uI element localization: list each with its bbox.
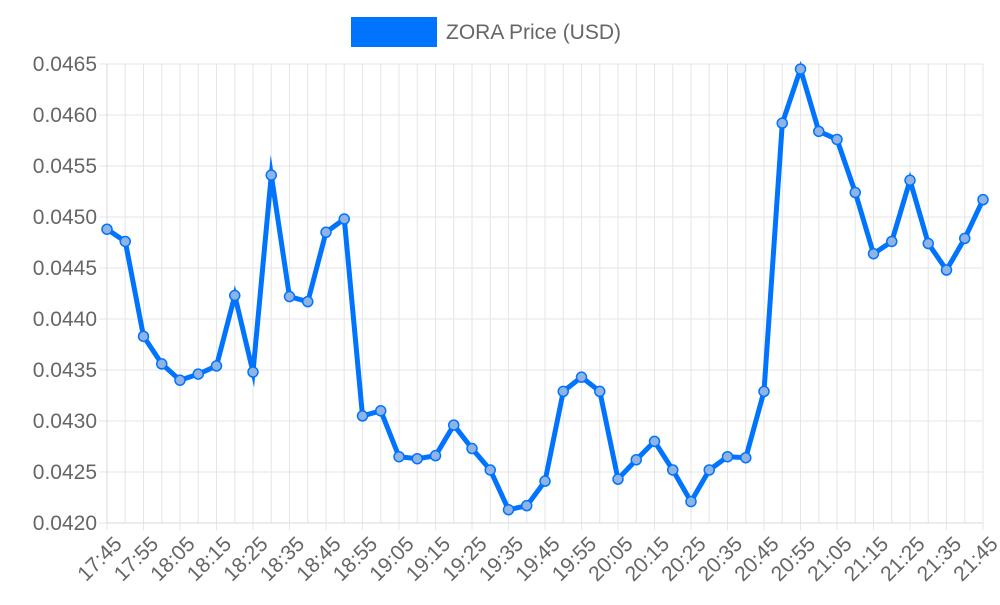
data-point[interactable] <box>320 226 332 239</box>
legend-label: ZORA Price (USD) <box>446 21 621 44</box>
data-point[interactable] <box>904 174 916 187</box>
data-point[interactable] <box>794 63 807 75</box>
data-point[interactable] <box>940 264 953 276</box>
data-point[interactable] <box>101 223 113 235</box>
data-point[interactable] <box>703 464 715 476</box>
y-axis: 0.0420 0.0425 0.0430 0.0435 0.0440 0.0445 0.04… <box>33 53 108 535</box>
data-point[interactable] <box>922 237 934 250</box>
data-point[interactable] <box>466 442 478 455</box>
y-tick-label: 0.0450 <box>33 206 97 229</box>
data-point[interactable] <box>977 193 989 206</box>
data-point[interactable] <box>174 374 186 386</box>
data-point[interactable] <box>484 464 496 476</box>
y-tick-label: 0.0465 <box>33 53 97 76</box>
data-point[interactable] <box>831 133 843 146</box>
data-point[interactable] <box>849 186 861 199</box>
data-point[interactable] <box>338 213 350 225</box>
data-point[interactable] <box>648 435 661 448</box>
data-point[interactable] <box>393 450 405 463</box>
data-point[interactable] <box>721 450 734 463</box>
y-tick-label: 0.0445 <box>33 257 97 280</box>
data-point[interactable] <box>886 235 898 248</box>
data-point[interactable] <box>685 495 697 508</box>
data-point[interactable] <box>192 368 204 380</box>
data-point[interactable] <box>667 464 679 476</box>
data-point[interactable] <box>356 410 369 422</box>
data-point[interactable] <box>156 358 168 370</box>
data-point[interactable] <box>375 405 387 417</box>
data-point[interactable] <box>959 232 971 245</box>
data-point[interactable] <box>448 419 460 431</box>
data-point[interactable] <box>612 473 624 485</box>
legend-swatch <box>351 17 437 47</box>
data-point[interactable] <box>137 330 150 343</box>
data-point[interactable] <box>867 247 880 260</box>
data-point[interactable] <box>594 385 606 398</box>
x-axis: 17:4517:5518:0518:1518:2518:3518:4518:55… <box>73 522 1000 586</box>
data-point[interactable] <box>557 385 569 398</box>
series-layer <box>101 60 989 516</box>
data-point[interactable] <box>229 289 241 302</box>
data-point[interactable] <box>776 117 788 129</box>
y-tick-label: 0.0440 <box>33 308 97 331</box>
data-point[interactable] <box>283 290 296 303</box>
y-tick-label: 0.0430 <box>33 410 97 433</box>
data-point[interactable] <box>302 295 314 308</box>
data-point[interactable] <box>539 475 551 487</box>
data-point[interactable] <box>411 452 423 465</box>
y-tick-label: 0.0420 <box>33 512 97 535</box>
data-point[interactable] <box>740 451 752 464</box>
data-point[interactable] <box>247 366 259 378</box>
data-point[interactable] <box>758 385 770 398</box>
grid-lines <box>106 63 984 524</box>
y-tick-label: 0.0425 <box>33 461 97 484</box>
data-point[interactable] <box>521 499 533 512</box>
data-point[interactable] <box>265 169 277 181</box>
data-point[interactable] <box>630 454 642 466</box>
data-point[interactable] <box>502 503 515 516</box>
y-tick-label: 0.0460 <box>33 104 97 127</box>
y-tick-label: 0.0455 <box>33 155 97 178</box>
data-point[interactable] <box>119 235 131 248</box>
y-tick-label: 0.0435 <box>33 359 97 382</box>
data-point[interactable] <box>429 449 442 462</box>
data-point[interactable] <box>813 125 825 138</box>
data-point[interactable] <box>210 360 223 372</box>
chart-legend[interactable]: ZORA Price (USD) <box>351 17 621 47</box>
data-point[interactable] <box>575 371 588 383</box>
